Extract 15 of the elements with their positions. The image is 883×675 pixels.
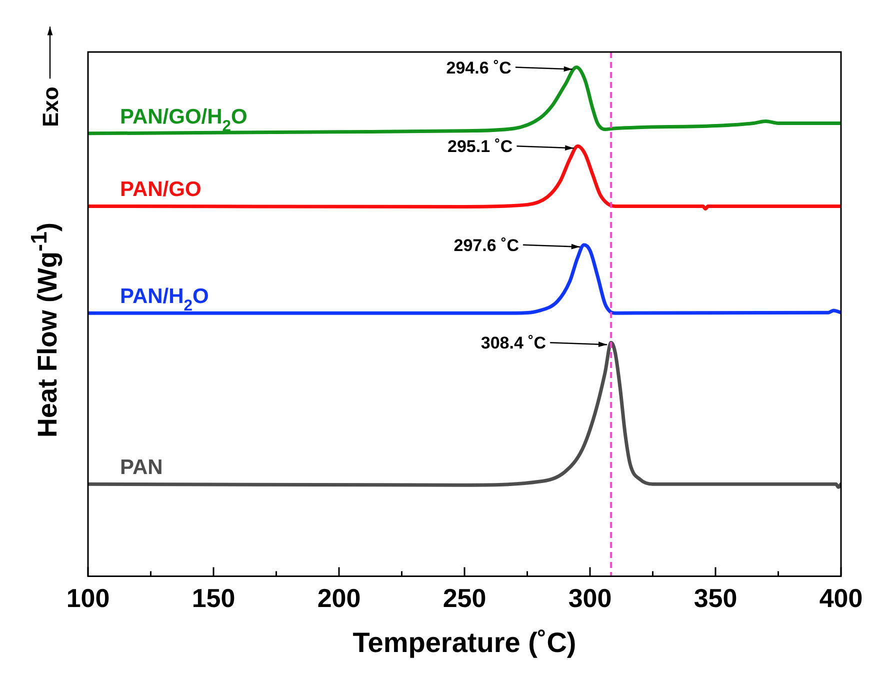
x-tick-label: 300 <box>568 582 612 613</box>
annotation: 308.4 ˚C <box>480 334 546 353</box>
x-axis-title: Temperature (˚C) <box>352 626 576 658</box>
x-tick-label: 100 <box>66 582 110 613</box>
x-tick-label: 150 <box>192 582 236 613</box>
x-tick-label: 200 <box>317 582 361 613</box>
annotation: 295.1 ˚C <box>448 137 513 156</box>
text: Exo <box>38 86 63 127</box>
annotation: 297.6 ˚C <box>454 236 519 255</box>
x-tick-label: 400 <box>819 582 863 613</box>
x-tick-label: 350 <box>694 582 738 613</box>
x-tick-label: 250 <box>442 582 486 613</box>
series-label: PAN/GO <box>120 178 202 202</box>
series-label: PAN <box>120 456 163 480</box>
annotation: 294.6 ˚C <box>446 58 512 78</box>
